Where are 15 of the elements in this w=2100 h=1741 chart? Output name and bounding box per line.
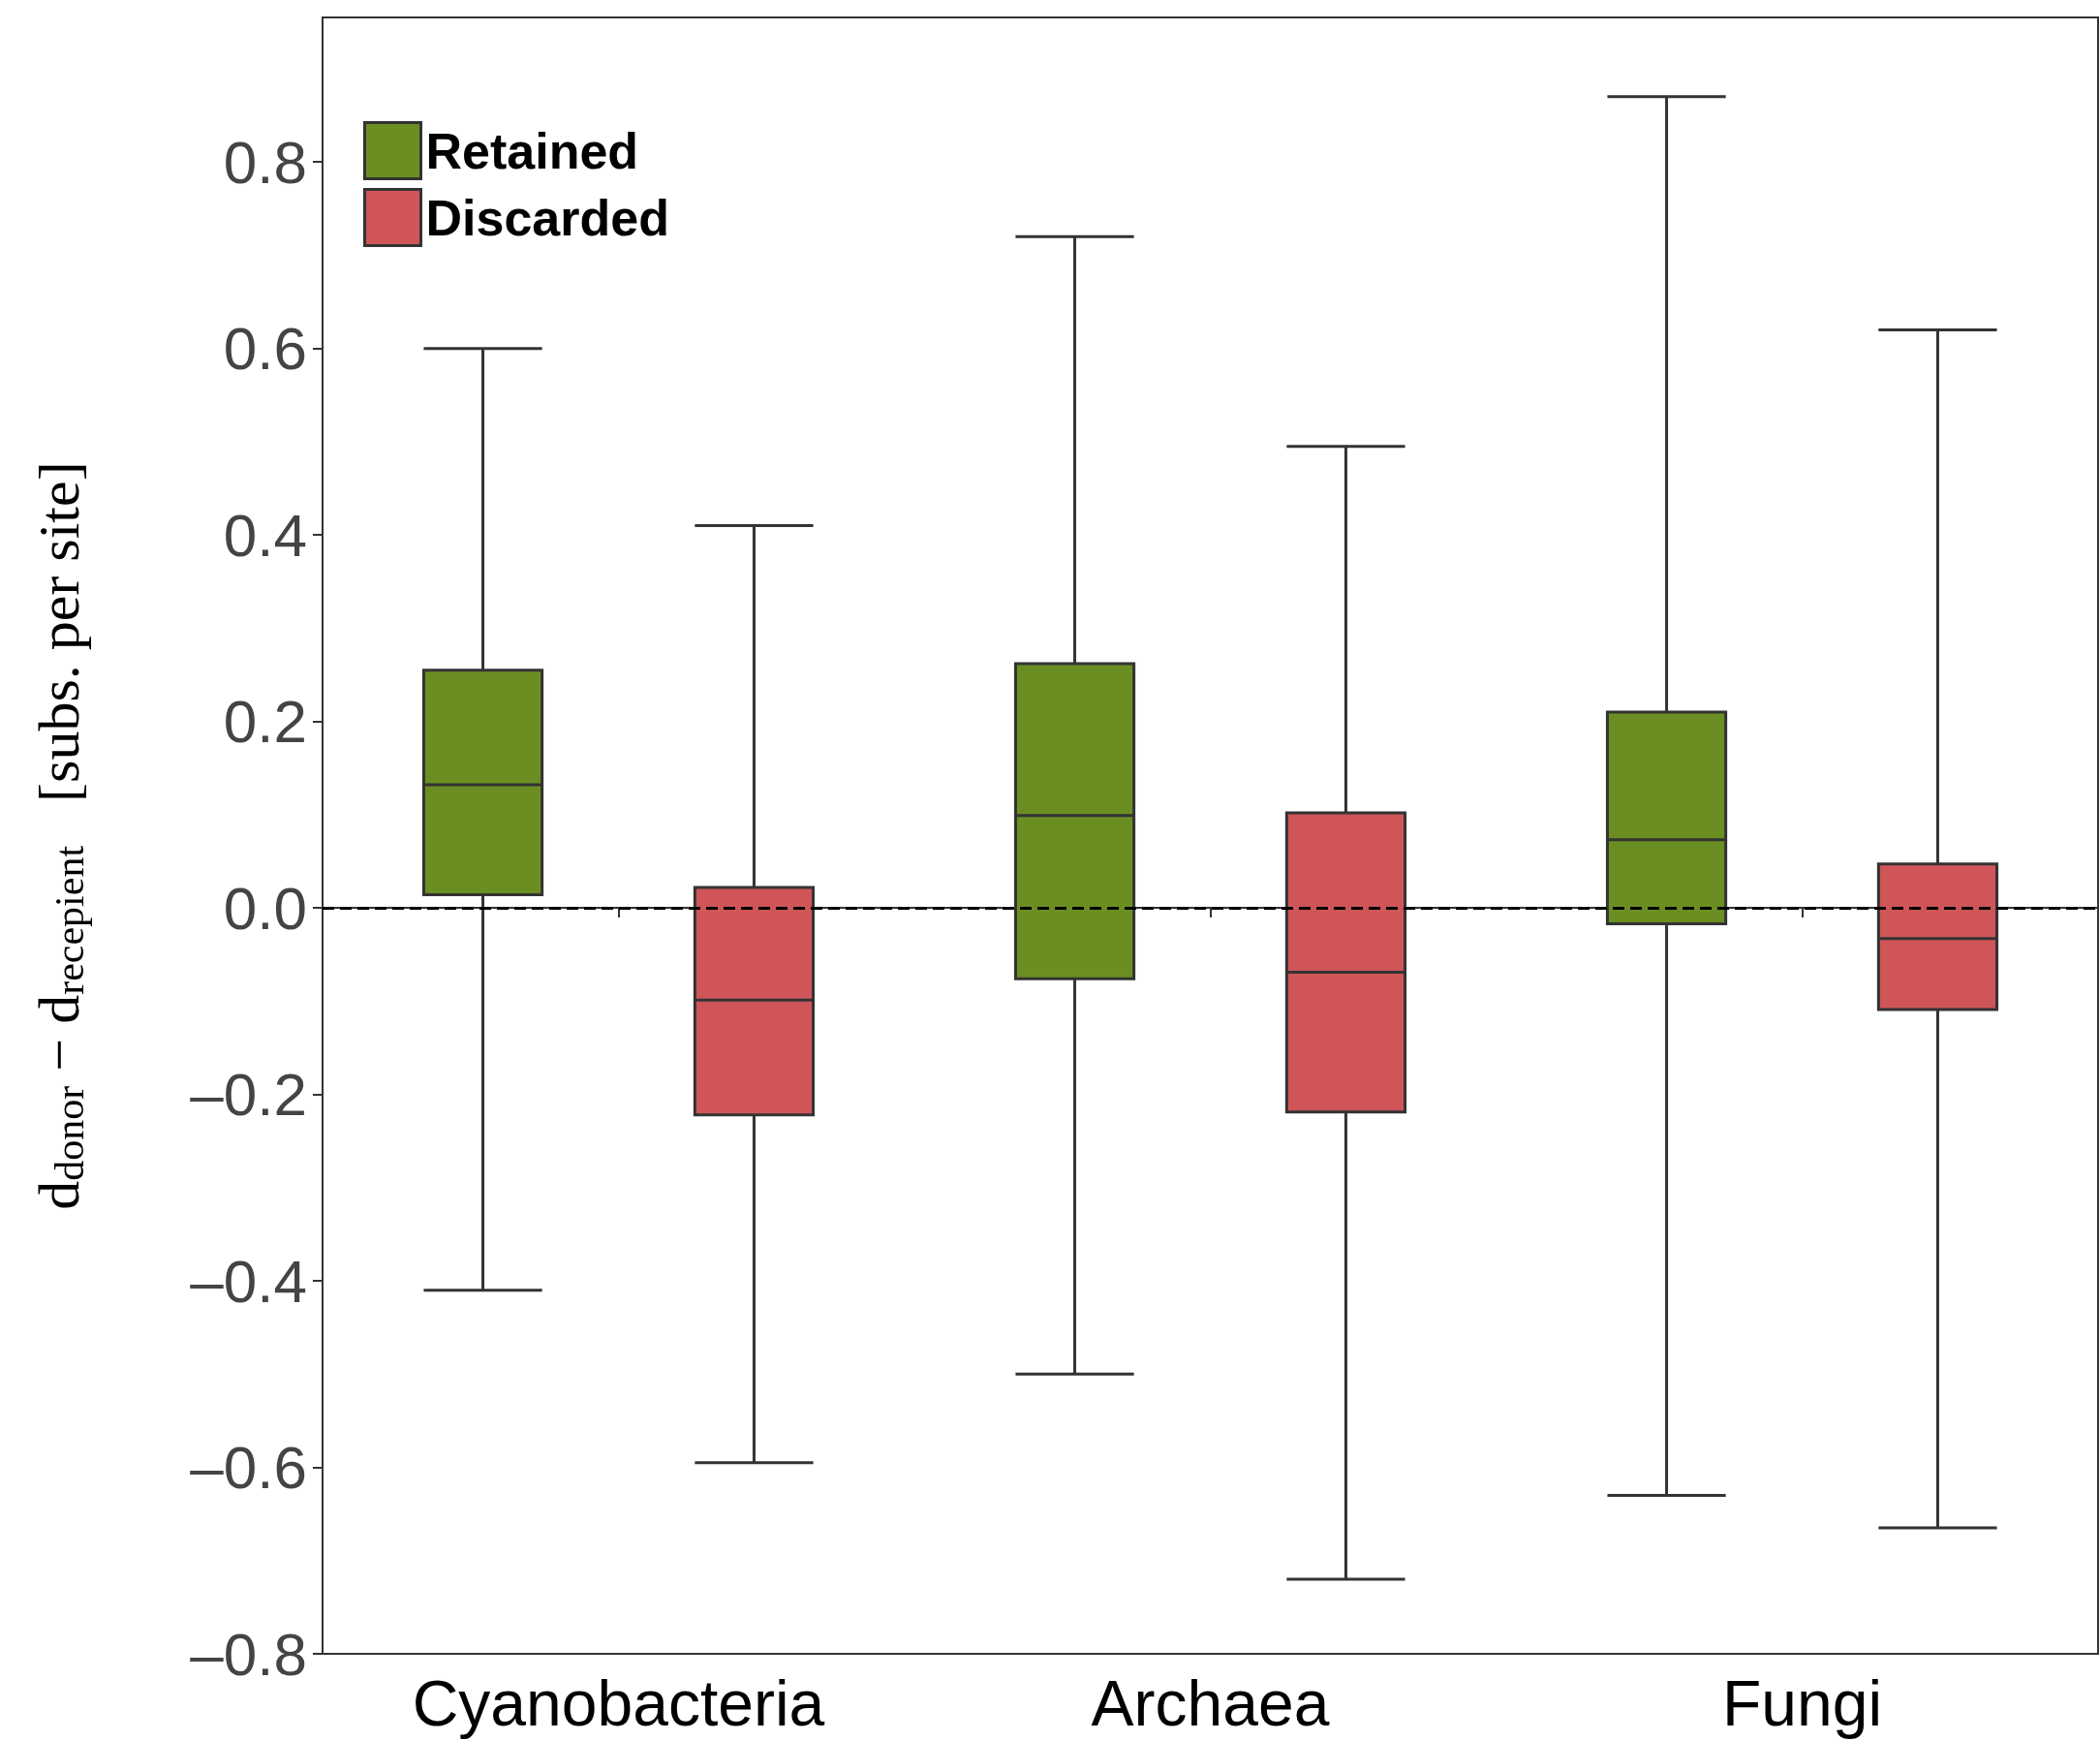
y-tick-label: 0.6 xyxy=(223,315,307,383)
legend-label: Retained xyxy=(425,122,639,179)
y-tick-label: –0.8 xyxy=(190,1620,307,1688)
x-tick-label: Fungi xyxy=(1721,1667,1883,1739)
y-tick-label: –0.6 xyxy=(190,1434,307,1502)
y-tick-label: 0.0 xyxy=(223,874,307,942)
y-tick-label: 0.2 xyxy=(223,688,307,756)
y-tick-label: –0.2 xyxy=(190,1061,307,1129)
y-axis-title: ddonor − drecepient [subs. per site] xyxy=(27,461,92,1210)
y-tick-label: –0.4 xyxy=(190,1247,307,1315)
x-tick-label: Cyanobacteria xyxy=(412,1667,825,1739)
x-tick-label: Archaea xyxy=(1091,1667,1330,1739)
legend-label: Discarded xyxy=(425,189,669,246)
y-tick-label: 0.8 xyxy=(223,128,307,196)
y-tick-label: 0.4 xyxy=(223,501,307,569)
